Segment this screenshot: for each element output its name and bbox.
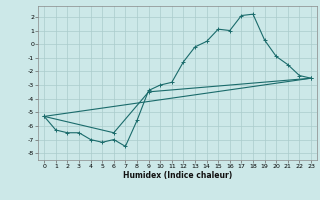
X-axis label: Humidex (Indice chaleur): Humidex (Indice chaleur): [123, 171, 232, 180]
